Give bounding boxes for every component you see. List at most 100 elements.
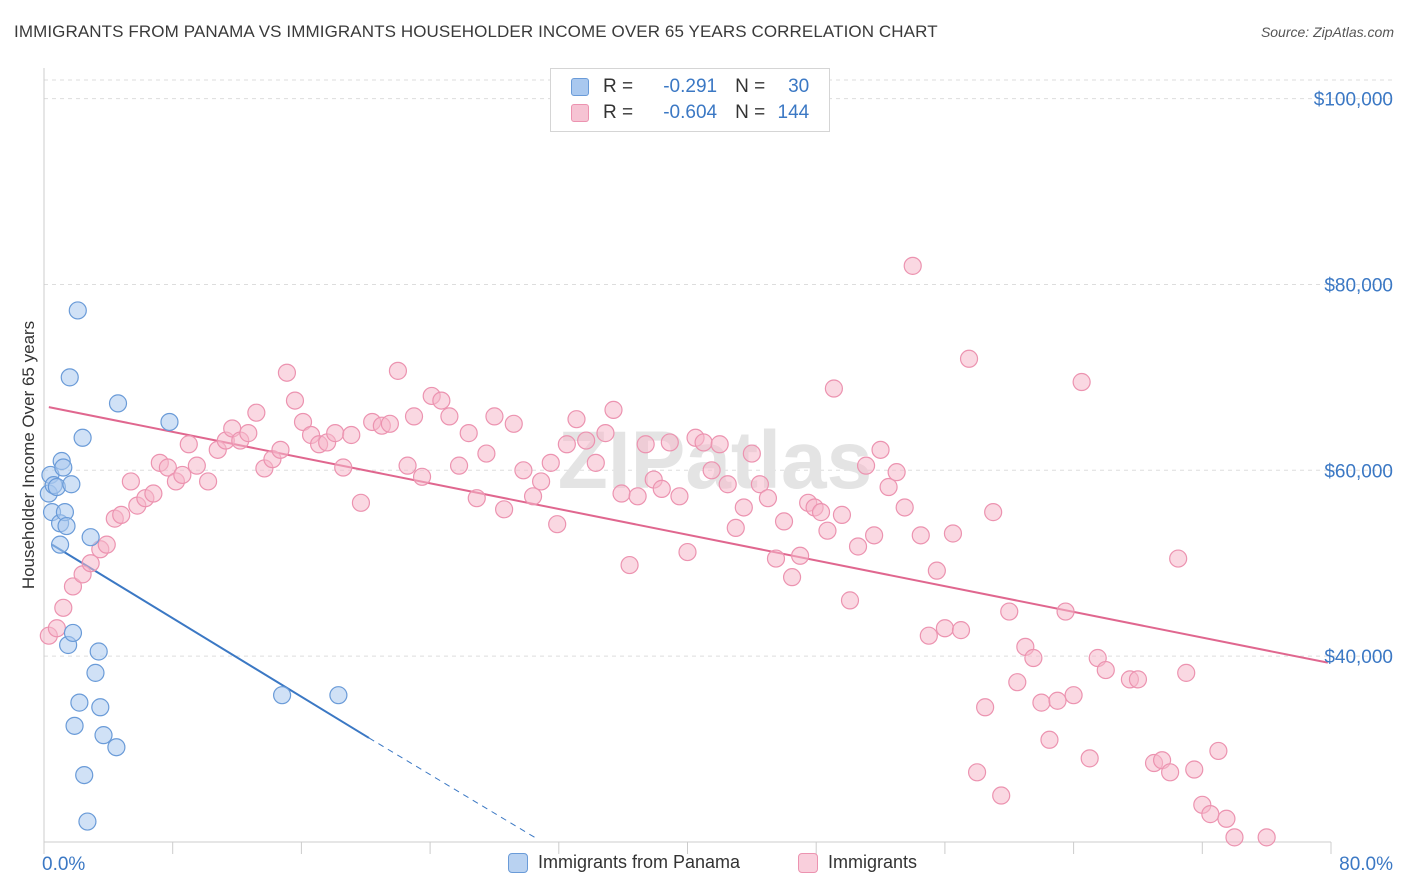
point-immigrants	[179, 435, 198, 454]
point-immigrants	[557, 435, 576, 454]
series-legend-panama: Immigrants from Panama	[508, 852, 740, 873]
point-immigrants	[604, 400, 623, 419]
point-immigrants	[818, 521, 837, 540]
series-swatch-immigrants	[798, 852, 818, 873]
legend-r-value-panama: -0.291	[663, 76, 718, 97]
point-panama	[86, 663, 105, 682]
trend-line-immigrants	[48, 406, 1328, 664]
point-immigrants	[1209, 741, 1228, 761]
point-immigrants	[112, 505, 131, 524]
legend-r-label: R =	[603, 76, 634, 97]
point-immigrants	[97, 535, 116, 554]
point-immigrants	[380, 414, 399, 433]
point-immigrants	[726, 518, 745, 538]
legend-r-value-immigrants: -0.604	[663, 102, 718, 123]
point-panama	[94, 726, 113, 745]
legend-n-label: N =	[735, 102, 766, 123]
point-immigrants	[1225, 828, 1244, 847]
point-immigrants	[449, 456, 469, 475]
point-immigrants	[628, 487, 647, 506]
point-immigrants	[1128, 670, 1148, 689]
point-immigrants	[404, 407, 424, 426]
point-panama	[78, 812, 97, 831]
point-immigrants	[541, 453, 560, 472]
point-immigrants	[577, 431, 596, 450]
point-immigrants	[1032, 693, 1051, 712]
point-immigrants	[832, 505, 852, 524]
legend-swatch-panama	[571, 78, 589, 96]
point-immigrants	[992, 786, 1011, 805]
point-immigrants	[774, 512, 794, 531]
point-immigrants	[903, 256, 922, 275]
point-immigrants	[467, 489, 486, 508]
point-panama	[108, 394, 128, 413]
trend-line-panama	[51, 543, 370, 739]
point-immigrants	[121, 472, 140, 491]
point-immigrants	[504, 414, 523, 433]
point-immigrants	[811, 503, 831, 522]
point-immigrants	[919, 626, 938, 645]
point-panama	[63, 623, 83, 643]
chart-title: IMMIGRANTS FROM PANAMA VS IMMIGRANTS HOU…	[14, 22, 938, 41]
point-panama	[160, 412, 179, 432]
point-immigrants	[670, 487, 689, 506]
point-immigrants	[1056, 602, 1075, 621]
point-panama	[62, 475, 81, 494]
point-panama	[107, 738, 126, 757]
point-immigrants	[1064, 686, 1083, 705]
point-immigrants	[927, 561, 946, 580]
point-immigrants	[567, 410, 586, 429]
point-immigrants	[334, 458, 353, 477]
point-immigrants	[351, 493, 371, 512]
point-immigrants	[951, 621, 971, 640]
point-immigrants	[1040, 730, 1059, 749]
point-panama	[60, 368, 79, 387]
point-immigrants	[514, 461, 533, 480]
point-immigrants	[144, 484, 163, 503]
point-immigrants	[824, 379, 843, 398]
point-panama	[68, 301, 87, 320]
point-panama	[54, 458, 73, 477]
point-immigrants	[612, 484, 631, 503]
x-tick-label: 80.0%	[1339, 854, 1393, 875]
point-immigrants	[548, 515, 567, 534]
point-immigrants	[1217, 809, 1236, 828]
point-immigrants	[1201, 805, 1220, 824]
point-immigrants	[1177, 663, 1196, 682]
point-immigrants	[1169, 549, 1188, 568]
point-immigrants	[887, 463, 906, 482]
x-tick-label: 0.0%	[42, 854, 85, 875]
point-immigrants	[532, 472, 551, 491]
series-label-immigrants: Immigrants	[828, 852, 918, 872]
point-immigrants	[895, 498, 914, 517]
y-tick-label: $40,000	[1324, 647, 1393, 668]
point-immigrants	[596, 424, 615, 443]
point-immigrants	[660, 433, 679, 452]
point-immigrants	[293, 412, 313, 432]
point-immigrants	[1072, 372, 1091, 392]
point-immigrants	[865, 526, 884, 545]
point-immigrants	[678, 542, 697, 562]
point-immigrants	[247, 403, 266, 422]
point-immigrants	[412, 467, 432, 486]
point-immigrants	[81, 554, 100, 573]
series-legend-immigrants: Immigrants	[798, 852, 917, 873]
point-immigrants	[943, 524, 963, 543]
correlation-legend: R = -0.291 N = 30 R = -0.604 N = 144	[550, 68, 830, 132]
data-points	[39, 256, 1276, 847]
point-immigrants	[984, 503, 1003, 522]
y-tick-label: $100,000	[1314, 90, 1393, 111]
point-immigrants	[791, 546, 810, 565]
point-immigrants	[432, 391, 451, 410]
point-immigrants	[782, 568, 802, 587]
point-immigrants	[959, 349, 979, 368]
point-immigrants	[766, 549, 786, 568]
tick-labels: $40,000 $60,000 $80,000 $100,000 0.0% 80.0%	[42, 90, 1393, 875]
point-immigrants	[285, 391, 305, 410]
point-immigrants	[187, 456, 206, 475]
point-panama	[50, 535, 70, 554]
series-swatch-panama	[508, 852, 528, 873]
point-immigrants	[398, 456, 417, 475]
point-immigrants	[495, 500, 514, 519]
